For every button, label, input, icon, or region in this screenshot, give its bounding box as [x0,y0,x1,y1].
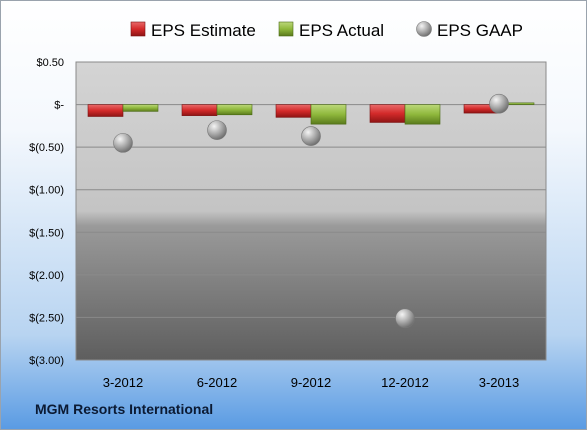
bar-eps-actual [310,104,347,125]
bar-eps-estimate [275,104,312,118]
bar-eps-actual [122,104,159,112]
legend-label: EPS GAAP [437,21,523,40]
y-tick-label: $- [54,100,64,112]
legend-swatch [130,21,146,37]
company-name: MGM Resorts International [35,401,214,417]
x-tick-label: 3-2013 [479,375,519,390]
y-tick-label: $(0.50) [29,142,64,154]
y-tick-label: $(1.50) [29,227,64,239]
gaap-point [301,126,321,146]
y-tick-label: $(1.00) [29,185,64,197]
bar-eps-estimate [369,104,406,123]
gaap-point [207,120,227,140]
bar-eps-actual [404,104,441,125]
bar-eps-estimate [87,104,124,117]
legend-swatch [278,21,294,37]
bar-eps-estimate [181,104,218,116]
legend: EPS Estimate EPS Actual EPS GAAP [130,21,523,40]
legend-label: EPS Actual [299,21,384,40]
bar-eps-actual [216,104,253,116]
gaap-point [113,133,133,153]
y-axis-ticks: $0.50 $- $(0.50) $(1.00) $(1.50) $(2.00) $(2.5… [29,57,64,367]
legend-swatch [416,21,432,37]
x-tick-label: 3-2012 [103,375,143,390]
x-tick-label: 12-2012 [381,375,429,390]
x-axis-ticks: 3-2012 6-2012 9-2012 12-2012 3-2013 [103,375,519,390]
y-tick-label: $0.50 [36,57,64,69]
y-tick-label: $(2.50) [29,312,64,324]
gaap-point [395,308,415,329]
bars [87,102,535,125]
legend-label: EPS Estimate [151,21,256,40]
x-tick-label: 9-2012 [291,375,331,390]
gaap-point [489,93,509,114]
x-tick-label: 6-2012 [197,375,237,390]
y-tick-label: $(2.00) [29,270,64,282]
y-tick-label: $(3.00) [29,355,64,367]
gaap-points [113,93,509,329]
